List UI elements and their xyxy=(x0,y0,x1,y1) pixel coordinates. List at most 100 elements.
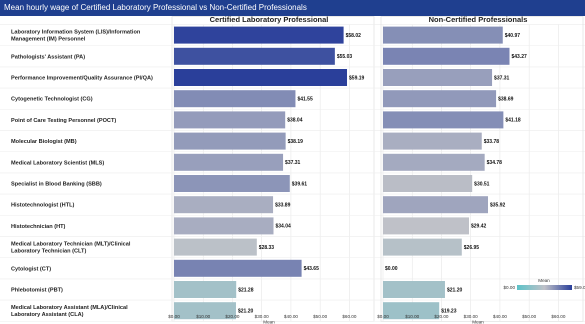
bar xyxy=(174,302,236,320)
value-label: $0.00 xyxy=(385,266,398,272)
category-label: Histotechnologist (HTL) xyxy=(11,203,75,209)
bar xyxy=(383,238,462,256)
bar xyxy=(174,281,237,298)
value-label: $41.18 xyxy=(505,118,521,124)
bar xyxy=(174,47,335,65)
value-label: $19.23 xyxy=(441,309,457,315)
bar xyxy=(174,196,274,214)
category-label-line: Laboratory Information System (LIS)/Info… xyxy=(11,30,141,36)
value-label: $38.69 xyxy=(498,97,514,103)
chart-title: Mean hourly wage of Certified Laboratory… xyxy=(0,0,585,16)
category-label-line: Medical Laboratory Technician (MLT)/Clin… xyxy=(11,242,131,248)
x-tick-label: $40.00 xyxy=(493,314,507,319)
category-label: Point of Care Testing Personnel (POCT) xyxy=(11,118,116,124)
category-label-line: Medical Laboratory Assistant (MLA)/Clini… xyxy=(11,305,128,311)
value-label: $21.28 xyxy=(238,287,254,293)
bar xyxy=(383,217,469,235)
bar xyxy=(174,153,284,171)
value-label: $38.19 xyxy=(288,139,304,145)
category-label: Cytogenetic Technologist (CG) xyxy=(11,97,93,103)
bar xyxy=(383,90,497,108)
category-label: Histotechnician (HT) xyxy=(11,224,66,230)
value-label: $59.19 xyxy=(349,75,365,81)
value-label: $28.33 xyxy=(259,245,275,251)
x-tick-label: $50.00 xyxy=(522,314,536,319)
value-label: $37.31 xyxy=(494,75,510,81)
x-tick-label: $30.00 xyxy=(255,314,269,319)
value-label: $34.04 xyxy=(276,224,292,230)
x-axis-title: Mean xyxy=(263,320,275,324)
bar xyxy=(174,26,344,44)
bar xyxy=(383,26,503,44)
bar xyxy=(174,217,274,235)
bar xyxy=(174,90,296,108)
x-tick-label: $10.00 xyxy=(405,314,419,319)
category-label-line: Management (IM) Personnel xyxy=(11,36,86,42)
bar xyxy=(383,153,485,171)
legend-max-label: $59.02 xyxy=(574,285,585,290)
bar xyxy=(383,111,504,129)
category-label: Phlebotomist (PBT) xyxy=(11,288,63,294)
legend-min-label: $0.00 xyxy=(504,285,516,290)
category-label: Medical Laboratory Scientist (MLS) xyxy=(11,160,104,166)
category-label-line: Laboratory Assistant (CLA) xyxy=(11,312,84,318)
x-tick-label: $0.00 xyxy=(168,314,180,319)
value-label: $35.92 xyxy=(490,203,506,209)
value-label: $33.78 xyxy=(484,139,500,145)
value-label: $30.51 xyxy=(474,181,490,187)
x-tick-label: $20.00 xyxy=(434,314,448,319)
bar xyxy=(174,69,348,86)
x-tick-label: $20.00 xyxy=(225,314,239,319)
legend-color-ramp xyxy=(517,285,572,290)
legend-title: Mean xyxy=(538,278,550,283)
bar xyxy=(383,69,493,86)
x-tick-label: $40.00 xyxy=(284,314,298,319)
bar xyxy=(383,175,473,192)
value-label: $29.42 xyxy=(471,224,487,230)
value-label: $41.55 xyxy=(297,97,313,103)
x-tick-label: $0.00 xyxy=(377,314,389,319)
bar xyxy=(174,175,290,192)
x-axis-title: Mean xyxy=(472,320,484,324)
category-label: Laboratory Information System (LIS)/Info… xyxy=(11,30,141,43)
bar xyxy=(383,47,510,65)
bar xyxy=(383,302,440,320)
category-label: Performance Improvement/Quality Assuranc… xyxy=(11,76,153,82)
value-label: $37.31 xyxy=(285,160,301,166)
category-label-line: Laboratory Technician (CLT) xyxy=(11,248,86,254)
panel-frame xyxy=(380,16,584,322)
category-label: Pathologists' Assistant (PA) xyxy=(11,54,85,60)
value-label: $21.20 xyxy=(447,287,463,293)
bar xyxy=(174,111,286,129)
category-label: Molecular Biologist (MB) xyxy=(11,139,77,145)
value-label: $58.02 xyxy=(346,33,362,39)
x-tick-label: $60.00 xyxy=(342,314,356,319)
bar xyxy=(383,132,482,150)
bar xyxy=(174,238,257,256)
bar xyxy=(383,196,488,214)
value-label: $39.61 xyxy=(292,181,308,187)
value-label: $21.20 xyxy=(238,309,254,315)
x-tick-label: $60.00 xyxy=(551,314,565,319)
value-label: $26.95 xyxy=(464,245,480,251)
panel-title: Certified Laboratory Professional xyxy=(210,15,329,24)
bar xyxy=(174,132,286,150)
x-tick-label: $50.00 xyxy=(313,314,327,319)
value-label: $43.27 xyxy=(511,54,527,60)
value-label: $34.78 xyxy=(487,160,503,166)
value-label: $43.65 xyxy=(304,266,320,272)
category-label: Specialist in Blood Banking (SBB) xyxy=(11,182,102,188)
value-label: $33.89 xyxy=(275,203,291,209)
x-tick-label: $10.00 xyxy=(196,314,210,319)
value-label: $40.97 xyxy=(505,33,521,39)
category-label: Medical Laboratory Assistant (MLA)/Clini… xyxy=(11,305,128,318)
bar xyxy=(174,259,302,277)
value-label: $55.03 xyxy=(337,54,353,60)
category-label: Medical Laboratory Technician (MLT)/Clin… xyxy=(11,242,131,255)
x-tick-label: $30.00 xyxy=(464,314,478,319)
panel-title: Non-Certified Professionals xyxy=(429,15,528,24)
bar xyxy=(383,281,445,298)
category-label: Cytologist (CT) xyxy=(11,266,51,272)
